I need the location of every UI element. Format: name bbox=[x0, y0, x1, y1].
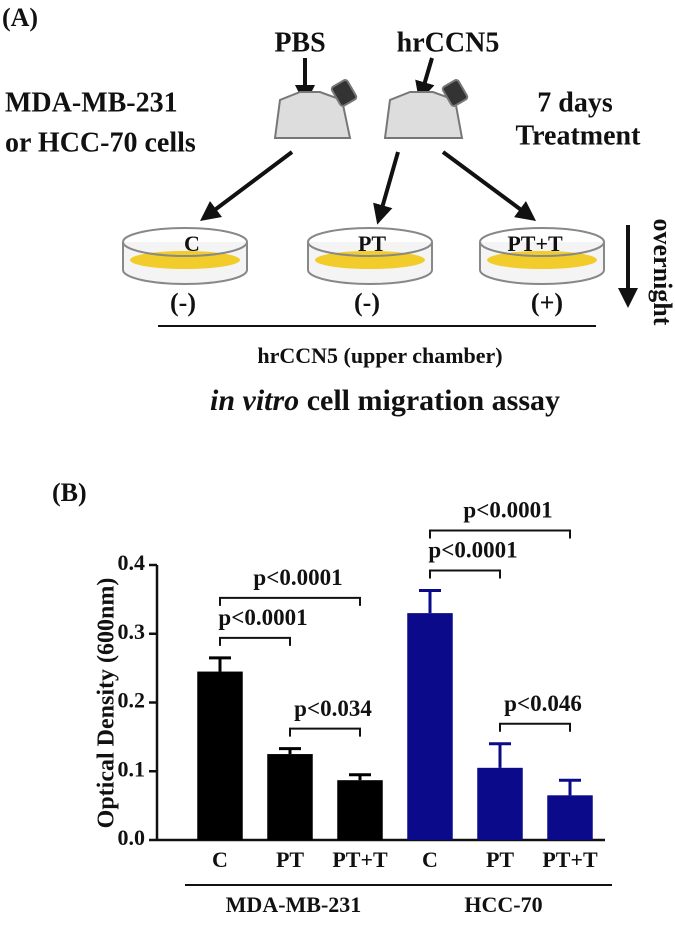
comparison-bracket bbox=[429, 569, 501, 579]
arrow bbox=[200, 150, 294, 221]
chamber: hrCCN5 (upper chamber) bbox=[257, 343, 502, 368]
error-bar bbox=[279, 747, 301, 755]
y-tick-label: 0.1 bbox=[118, 756, 146, 781]
x-tick-label: PT bbox=[276, 847, 304, 872]
comparison-bracket bbox=[499, 722, 571, 732]
bar bbox=[547, 795, 593, 840]
comparison-bracket bbox=[289, 727, 361, 737]
bar bbox=[407, 613, 453, 840]
x-tick-label: PT bbox=[486, 847, 514, 872]
group-label: HCC-70 bbox=[464, 892, 542, 917]
well-label: PT+T bbox=[507, 231, 563, 256]
x-tick-label: PT+T bbox=[542, 847, 598, 872]
cells: MDA-MB-231 bbox=[5, 87, 178, 118]
comparison-bracket bbox=[219, 596, 361, 606]
bar bbox=[267, 754, 313, 840]
x-tick-label: C bbox=[212, 847, 228, 872]
error-bar bbox=[419, 588, 441, 614]
y-tick-label: 0.3 bbox=[118, 619, 146, 644]
bar bbox=[477, 767, 523, 840]
arrow bbox=[415, 57, 435, 102]
comparison-bracket bbox=[429, 529, 571, 539]
p-value: p<0.0001 bbox=[253, 565, 342, 590]
x-tick-label: C bbox=[422, 847, 438, 872]
treatment: Treatment bbox=[516, 120, 642, 151]
p-value: p<0.0001 bbox=[218, 605, 307, 630]
well-sign: (+) bbox=[531, 288, 563, 317]
arrow bbox=[441, 150, 537, 221]
dishes bbox=[122, 227, 605, 285]
well-label: C bbox=[184, 231, 200, 256]
assay: in vitro cell migration assay bbox=[210, 384, 560, 417]
error-bar bbox=[209, 656, 231, 672]
arrow bbox=[373, 151, 400, 225]
y-tick-label: 0.4 bbox=[118, 550, 146, 575]
bar bbox=[197, 671, 243, 840]
y-tick-label: 0.0 bbox=[118, 825, 146, 850]
comparison-bracket bbox=[219, 636, 291, 646]
treatment: 7 days bbox=[537, 87, 613, 118]
error-bar bbox=[559, 778, 581, 796]
y-tick-label: 0.2 bbox=[118, 688, 146, 713]
error-bar bbox=[349, 773, 371, 781]
assay-italic: in vitro bbox=[210, 384, 299, 417]
y-axis-label: Optical Density (600nm) bbox=[94, 578, 120, 829]
time: overnight bbox=[648, 219, 675, 326]
cells: or HCC-70 cells bbox=[5, 127, 196, 158]
panel-b: (B) Optical Density (600nm) 0.0 0.1 0.2 0.3… bbox=[52, 478, 612, 917]
p-value: p<0.034 bbox=[294, 696, 372, 721]
p-value: p<0.0001 bbox=[463, 498, 552, 523]
error-bar bbox=[489, 742, 511, 768]
panel-label: (A) bbox=[2, 3, 38, 32]
reagent: hrCCN5 bbox=[397, 27, 500, 58]
well-sign: (-) bbox=[354, 288, 380, 317]
reagent: PBS bbox=[274, 27, 325, 58]
well-label: PT bbox=[358, 231, 386, 256]
panel-a: (A) PBS hrCCN5 MDA-MB-231 or HCC-70 cell… bbox=[2, 3, 675, 417]
assay-text: cell migration assay bbox=[307, 384, 560, 417]
bar bbox=[337, 780, 383, 840]
p-value: p<0.046 bbox=[504, 691, 582, 716]
panel-label: (B) bbox=[52, 478, 87, 507]
x-tick-label: PT+T bbox=[332, 847, 388, 872]
group-label: MDA-MB-231 bbox=[226, 892, 362, 917]
flask bbox=[273, 79, 469, 139]
well-sign: (-) bbox=[170, 288, 196, 317]
p-value: p<0.0001 bbox=[428, 538, 517, 563]
